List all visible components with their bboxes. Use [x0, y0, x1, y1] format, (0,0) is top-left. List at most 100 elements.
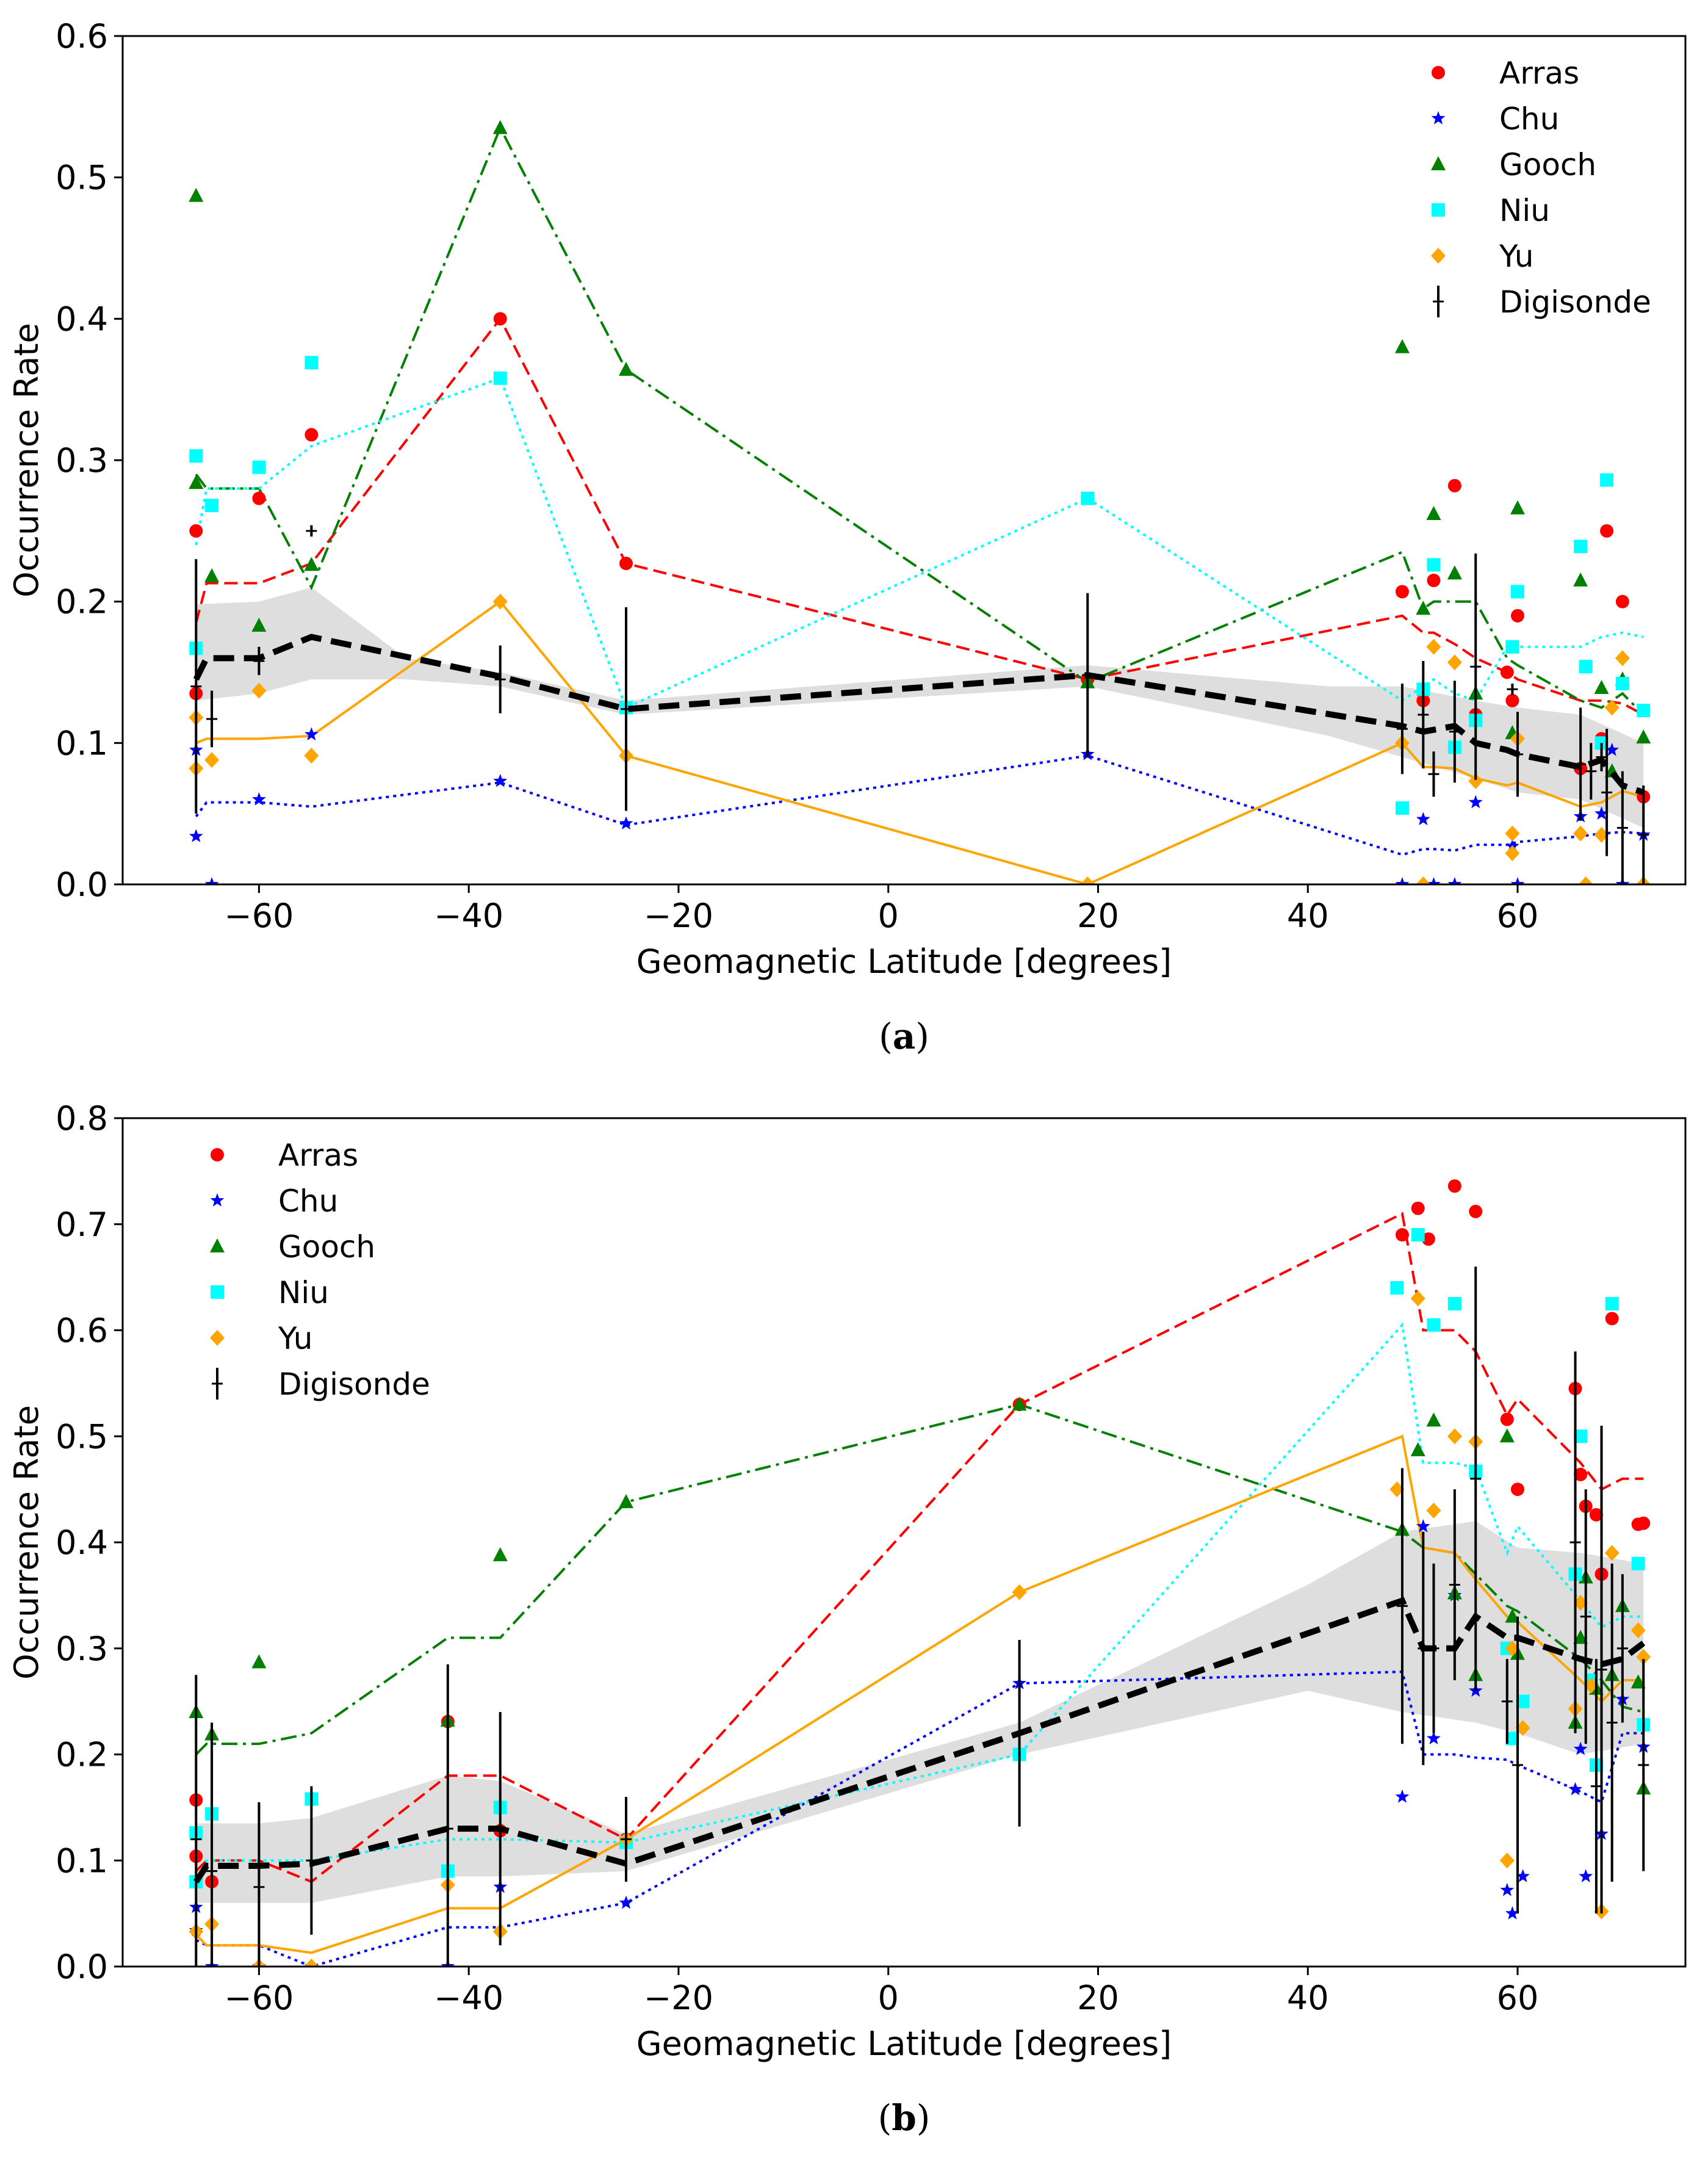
yu-point	[304, 1959, 319, 1967]
plot-area	[189, 120, 1651, 884]
legend-niu-label: Niu	[278, 1275, 329, 1310]
chu-point	[1568, 1782, 1582, 1796]
arras-point	[1411, 1201, 1425, 1215]
arras-point	[1395, 585, 1409, 599]
digisonde-errorbar	[1616, 1574, 1628, 1723]
legend-arras-label: Arras	[278, 1138, 358, 1173]
gooch-point	[204, 568, 220, 582]
yu-point	[204, 752, 220, 768]
arras-point	[1469, 1204, 1483, 1218]
arras-line	[195, 316, 1645, 716]
legend-digisonde-label: Digisonde	[278, 1367, 430, 1402]
arras-point	[1600, 524, 1614, 538]
chu-point	[1416, 1519, 1430, 1533]
chu-point	[1447, 877, 1462, 884]
arras-point	[252, 491, 266, 505]
gooch-point	[189, 187, 204, 202]
arras-point	[1447, 479, 1461, 493]
arras-point	[1505, 693, 1519, 707]
digisonde-errorbar	[1512, 1616, 1523, 1914]
chu-point	[1594, 806, 1609, 820]
niu-point	[1081, 491, 1095, 505]
niu-point	[1637, 704, 1651, 718]
digisonde-errorbar	[190, 1675, 202, 1967]
x-axis-label: Geomagnetic Latitude [degrees]	[636, 2025, 1172, 2063]
yu-point	[1499, 1852, 1515, 1869]
niu-point	[1447, 1297, 1461, 1311]
legend-chu-marker	[210, 1193, 225, 1207]
yu-point	[1426, 638, 1441, 655]
arras-point	[189, 524, 203, 538]
x-tick-label: 60	[1497, 897, 1539, 935]
chu-point	[1579, 1869, 1593, 1882]
gooch-point	[1594, 679, 1609, 694]
digisonde-errorbar	[253, 1802, 265, 1967]
x-tick-label: 0	[878, 897, 899, 935]
gooch-point	[492, 120, 508, 134]
chu-line	[195, 1670, 1644, 1967]
chu-point	[1427, 1731, 1441, 1745]
digisonde-errorbar	[190, 559, 202, 814]
digisonde-errorbar	[206, 690, 218, 748]
yu-point	[1505, 825, 1520, 842]
chu-point	[252, 792, 266, 806]
niu-point	[1605, 1297, 1619, 1311]
digisonde-errorbar	[621, 1797, 632, 1882]
niu-point	[1427, 1318, 1441, 1332]
gooch-point	[1636, 729, 1651, 744]
panel-caption: (b)	[878, 2097, 931, 2139]
gooch-point	[492, 1547, 508, 1561]
y-tick-label: 0.6	[56, 1312, 108, 1350]
yu-point	[1505, 1640, 1520, 1656]
arras-point	[1510, 1483, 1524, 1497]
x-tick-label: −20	[644, 1979, 713, 2017]
arras-point	[1510, 609, 1524, 623]
x-tick-label: −20	[644, 897, 713, 935]
plot-area	[189, 1179, 1651, 1967]
chu-point	[1416, 812, 1430, 826]
arras-point	[1395, 1228, 1409, 1242]
arras-point	[1574, 1467, 1588, 1481]
yu-point	[1604, 1545, 1620, 1561]
legend-niu-marker	[1432, 203, 1445, 217]
yu-line	[195, 599, 1644, 884]
arras-point	[304, 428, 319, 442]
legend-niu-label: Niu	[1499, 193, 1550, 228]
chu-point	[619, 816, 633, 830]
yu-point	[1447, 654, 1462, 671]
x-tick-label: −40	[434, 897, 503, 935]
digisonde-errorbar	[1501, 1659, 1513, 1744]
yu-point	[1615, 650, 1630, 666]
digisonde-spread-band	[196, 587, 1644, 828]
arras-point	[1615, 594, 1629, 609]
yu-point	[1636, 1649, 1651, 1665]
panel-a: −60 −40 −20 0 20 40 60 0.0 0.1 0.2 0.3 0.4 0.5 0.6 Geo…	[7, 17, 1687, 1057]
y-tick-label: 0.5	[56, 1417, 108, 1456]
y-tick-label: 0.3	[56, 1630, 108, 1668]
niu-point	[205, 499, 219, 513]
gooch-point	[1416, 601, 1431, 615]
chu-point	[1395, 877, 1410, 884]
yu-point	[1080, 876, 1095, 884]
gooch-point	[1499, 1428, 1515, 1443]
y-tick-label: 0.1	[56, 1841, 108, 1880]
yu-point	[1447, 1428, 1462, 1445]
arras-point	[1500, 665, 1514, 679]
legend-yu-marker	[210, 1330, 225, 1346]
digisonde-errorbar	[1616, 771, 1628, 884]
y-tick-label: 0.7	[56, 1205, 108, 1244]
chu-point	[204, 877, 219, 884]
niu-point	[189, 449, 203, 463]
x-tick-label: 0	[878, 1979, 899, 2017]
niu-point	[1600, 473, 1614, 487]
niu-point	[1574, 1429, 1588, 1443]
digisonde-errorbar	[1396, 1468, 1408, 1744]
digisonde-errorbar	[1569, 1351, 1581, 1733]
digisonde-errorbar	[1601, 729, 1613, 856]
digisonde-spread-band	[196, 1521, 1644, 1903]
niu-point	[1510, 585, 1524, 599]
niu-point	[1579, 660, 1593, 674]
gooch-point	[1012, 1396, 1027, 1411]
chu-point	[304, 727, 319, 741]
niu-point	[1631, 1556, 1645, 1570]
